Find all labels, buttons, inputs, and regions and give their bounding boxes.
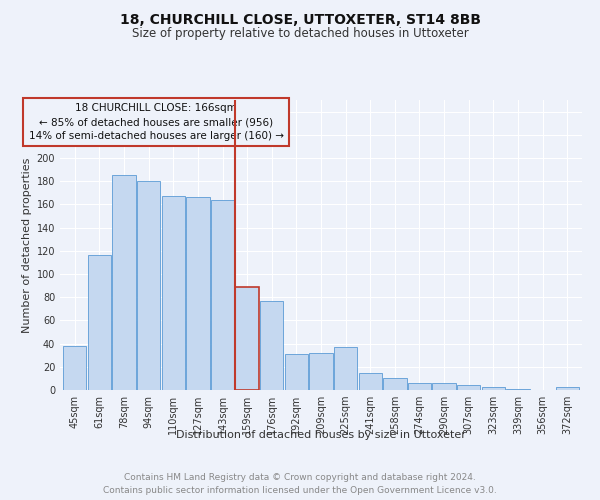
Bar xyxy=(506,389,530,390)
Text: Size of property relative to detached houses in Uttoxeter: Size of property relative to detached ho… xyxy=(131,28,469,40)
Text: 18 CHURCHILL CLOSE: 166sqm
← 85% of detached houses are smaller (956)
14% of sem: 18 CHURCHILL CLOSE: 166sqm ← 85% of deta… xyxy=(29,103,284,141)
Text: Contains public sector information licensed under the Open Government Licence v3: Contains public sector information licen… xyxy=(103,486,497,495)
Bar xyxy=(433,383,456,390)
Bar xyxy=(260,300,283,390)
Bar xyxy=(137,181,160,390)
Bar xyxy=(88,256,111,390)
Bar xyxy=(556,386,579,390)
Bar xyxy=(383,378,407,390)
Bar xyxy=(186,198,209,390)
Bar xyxy=(310,353,332,390)
Bar xyxy=(482,386,505,390)
Bar xyxy=(408,383,431,390)
Text: 18, CHURCHILL CLOSE, UTTOXETER, ST14 8BB: 18, CHURCHILL CLOSE, UTTOXETER, ST14 8BB xyxy=(119,12,481,26)
Bar xyxy=(235,287,259,390)
Bar xyxy=(359,372,382,390)
Bar xyxy=(211,200,234,390)
Text: Contains HM Land Registry data © Crown copyright and database right 2024.: Contains HM Land Registry data © Crown c… xyxy=(124,472,476,482)
Bar xyxy=(334,347,358,390)
Bar xyxy=(63,346,86,390)
Y-axis label: Number of detached properties: Number of detached properties xyxy=(22,158,32,332)
Bar xyxy=(284,354,308,390)
Bar xyxy=(457,386,481,390)
Bar xyxy=(161,196,185,390)
Bar xyxy=(112,176,136,390)
Text: Distribution of detached houses by size in Uttoxeter: Distribution of detached houses by size … xyxy=(176,430,466,440)
